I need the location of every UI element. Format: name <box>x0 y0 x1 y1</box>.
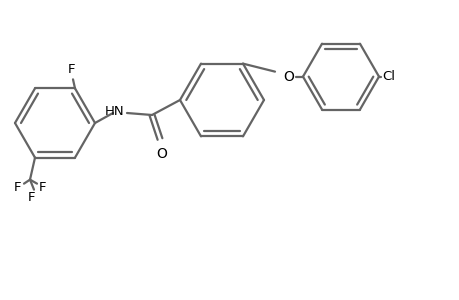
Text: Cl: Cl <box>381 70 394 83</box>
Text: F: F <box>14 181 22 194</box>
Text: HN: HN <box>104 104 124 118</box>
Text: F: F <box>39 181 47 194</box>
Text: O: O <box>156 147 167 161</box>
Text: O: O <box>283 70 294 84</box>
Text: F: F <box>68 63 76 76</box>
Text: F: F <box>28 191 36 204</box>
